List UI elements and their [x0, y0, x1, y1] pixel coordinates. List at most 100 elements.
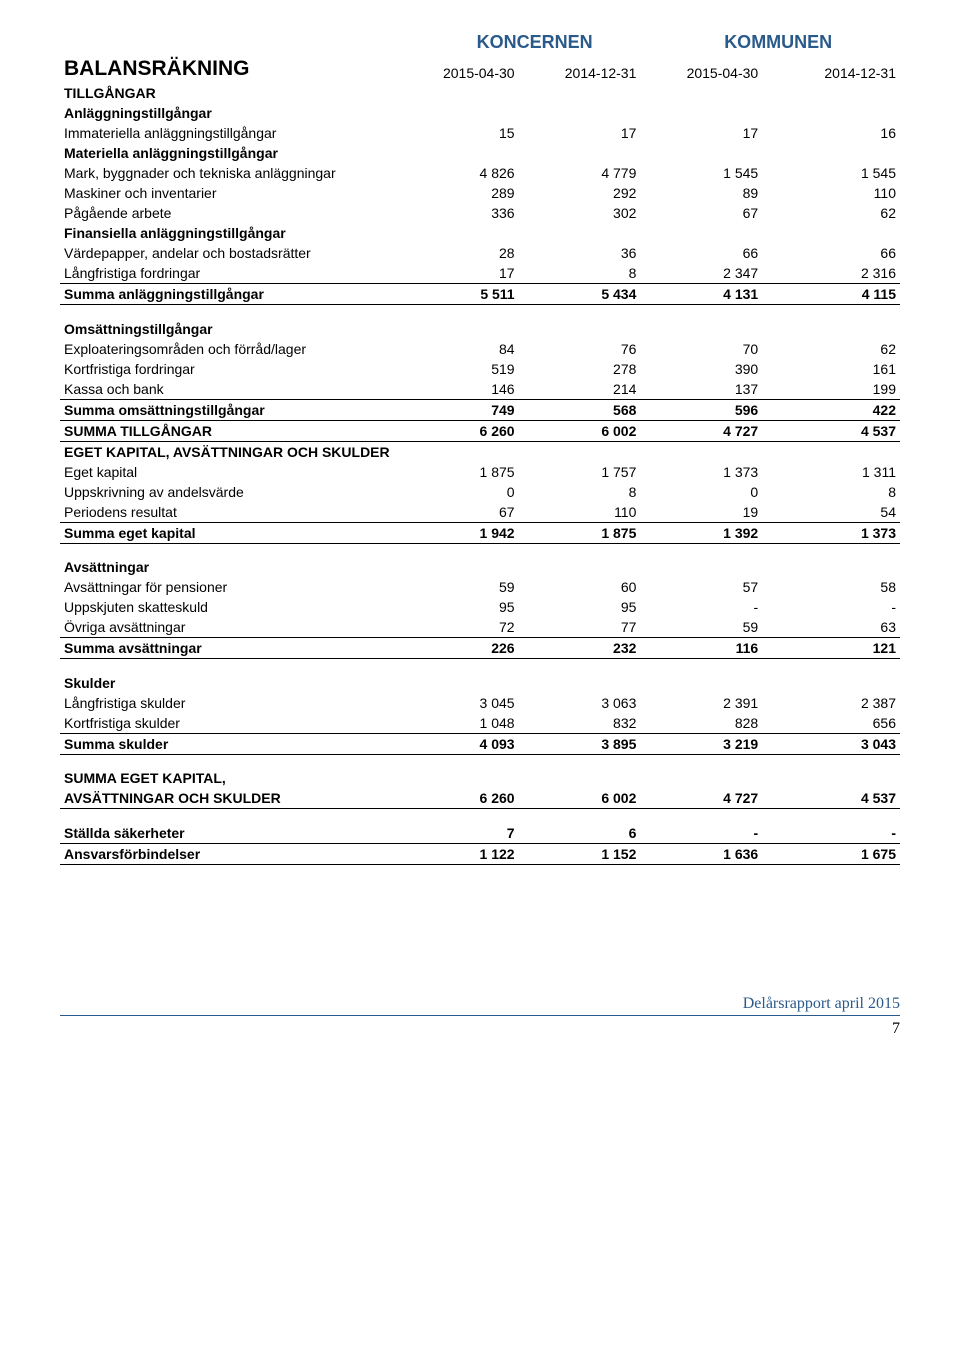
cell-value: 89	[656, 183, 778, 203]
cell-value: 1 392	[656, 522, 778, 543]
cell-value: 292	[535, 183, 657, 203]
cell-value	[535, 143, 657, 163]
cell-value: 1 875	[413, 462, 535, 482]
cell-value	[535, 103, 657, 123]
table-row: Långfristiga fordringar1782 3472 316	[60, 263, 900, 284]
row-label: Periodens resultat	[60, 502, 413, 523]
table-row: Avsättningar	[60, 557, 900, 577]
row-label: Omsättningstillgångar	[60, 319, 413, 339]
cell-value: 4 093	[413, 733, 535, 754]
cell-value: 828	[656, 713, 778, 734]
table-row: Summa skulder4 0933 8953 2193 043	[60, 733, 900, 754]
table-row: Långfristiga skulder3 0453 0632 3912 387	[60, 693, 900, 713]
cell-value	[413, 441, 535, 462]
cell-value	[413, 673, 535, 693]
cell-value: 232	[535, 638, 657, 659]
cell-value: 95	[535, 597, 657, 617]
row-label: Värdepapper, andelar och bostadsrätter	[60, 243, 413, 263]
cell-value: 1 373	[656, 462, 778, 482]
cell-value: 110	[778, 183, 900, 203]
cell-value: 110	[535, 502, 657, 523]
cell-value: 17	[656, 123, 778, 143]
cell-value: 422	[778, 399, 900, 420]
table-row: Kassa och bank146214137199	[60, 379, 900, 400]
cell-value: 1 048	[413, 713, 535, 734]
cell-value: 1 757	[535, 462, 657, 482]
cell-value: 72	[413, 617, 535, 638]
page-title: BALANSRÄKNING	[60, 55, 413, 83]
cell-value: 146	[413, 379, 535, 400]
cell-value	[778, 83, 900, 103]
row-label: Summa skulder	[60, 733, 413, 754]
cell-value	[413, 319, 535, 339]
cell-value: 58	[778, 577, 900, 597]
cell-value: 2 387	[778, 693, 900, 713]
balance-sheet-table: KONCERNEN KOMMUNEN BALANSRÄKNING 2015-04…	[60, 30, 900, 865]
group-header-kommunen: KOMMUNEN	[656, 30, 900, 55]
row-label: Materiella anläggningstillgångar	[60, 143, 413, 163]
cell-value: 1 122	[413, 843, 535, 864]
row-label: Maskiner och inventarier	[60, 183, 413, 203]
cell-value	[656, 83, 778, 103]
cell-value: 4 115	[778, 284, 900, 305]
cell-value: 36	[535, 243, 657, 263]
cell-value: 66	[656, 243, 778, 263]
cell-value	[778, 143, 900, 163]
cell-value: 1 311	[778, 462, 900, 482]
cell-value	[535, 83, 657, 103]
cell-value: 67	[656, 203, 778, 223]
table-row	[60, 659, 900, 673]
row-label: Långfristiga skulder	[60, 693, 413, 713]
row-label: Ställda säkerheter	[60, 823, 413, 844]
page-number: 7	[60, 1020, 900, 1038]
row-label: Mark, byggnader och tekniska anläggninga…	[60, 163, 413, 183]
cell-value: 1 675	[778, 843, 900, 864]
cell-value	[656, 319, 778, 339]
row-label: SUMMA TILLGÅNGAR	[60, 420, 413, 441]
cell-value: 8	[778, 482, 900, 502]
cell-value: 5 434	[535, 284, 657, 305]
cell-value: 1 875	[535, 522, 657, 543]
table-row: Kortfristiga skulder1 048832828656	[60, 713, 900, 734]
cell-value: -	[656, 597, 778, 617]
cell-value: 95	[413, 597, 535, 617]
cell-value: -	[778, 823, 900, 844]
table-row: AVSÄTTNINGAR OCH SKULDER6 2606 0024 7274…	[60, 788, 900, 809]
table-row: Ställda säkerheter76--	[60, 823, 900, 844]
cell-value: 15	[413, 123, 535, 143]
cell-value: 17	[413, 263, 535, 284]
cell-value: 4 727	[656, 420, 778, 441]
row-label: Avsättningar för pensioner	[60, 577, 413, 597]
row-label: Kortfristiga skulder	[60, 713, 413, 734]
cell-value: 336	[413, 203, 535, 223]
cell-value: 596	[656, 399, 778, 420]
cell-value	[778, 557, 900, 577]
cell-value: 289	[413, 183, 535, 203]
table-row: Maskiner och inventarier28929289110	[60, 183, 900, 203]
col-header-4: 2014-12-31	[778, 55, 900, 83]
group-header-koncernen: KONCERNEN	[413, 30, 657, 55]
table-row: Omsättningstillgångar	[60, 319, 900, 339]
cell-value: 8	[535, 482, 657, 502]
cell-value	[778, 319, 900, 339]
cell-value: 1 373	[778, 522, 900, 543]
row-label: Avsättningar	[60, 557, 413, 577]
table-row: Ansvarsförbindelser1 1221 1521 6361 675	[60, 843, 900, 864]
cell-value	[778, 673, 900, 693]
table-row	[60, 543, 900, 557]
cell-value: 19	[656, 502, 778, 523]
table-row: Värdepapper, andelar och bostadsrätter28…	[60, 243, 900, 263]
cell-value: 5 511	[413, 284, 535, 305]
cell-value: 59	[413, 577, 535, 597]
table-row: Periodens resultat671101954	[60, 502, 900, 523]
cell-value: 1 152	[535, 843, 657, 864]
cell-value: 17	[535, 123, 657, 143]
cell-value: 28	[413, 243, 535, 263]
cell-value: 16	[778, 123, 900, 143]
cell-value: 62	[778, 339, 900, 359]
cell-value: 6 260	[413, 420, 535, 441]
cell-value: 161	[778, 359, 900, 379]
table-row: SUMMA EGET KAPITAL,	[60, 768, 900, 788]
row-label: Summa avsättningar	[60, 638, 413, 659]
row-label: Summa omsättningstillgångar	[60, 399, 413, 420]
